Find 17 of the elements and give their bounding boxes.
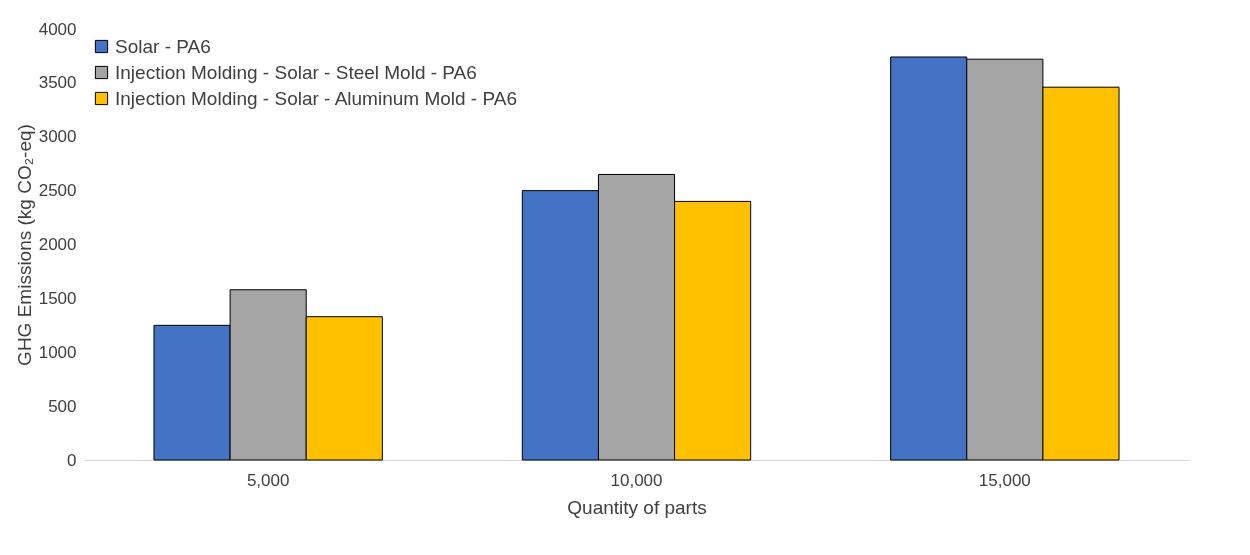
y-tick-label: 500 xyxy=(48,396,77,416)
y-tick-label: 3500 xyxy=(38,73,77,93)
y-tick-label: 3000 xyxy=(38,127,77,147)
y-tick-label: 2500 xyxy=(38,181,77,201)
y-tick-label: 2000 xyxy=(38,235,77,254)
y-axis-title: GHG Emissions (kg CO₂-eq) xyxy=(13,124,35,366)
x-tick-label: 10,000 xyxy=(610,470,663,490)
legend-label: Solar - PA6 xyxy=(115,35,211,57)
legend-label: Injection Molding - Solar - Steel Mold - PA6 xyxy=(115,61,477,83)
y-tick-label: 1000 xyxy=(38,342,77,362)
x-tick-label: 5,000 xyxy=(246,470,290,490)
x-axis-title: Quantity of parts xyxy=(567,496,707,518)
x-tick-label: 15,000 xyxy=(978,470,1031,490)
y-tick-label: 0 xyxy=(67,450,77,470)
y-tick-label: 4000 xyxy=(38,19,77,39)
legend-label: Injection Molding - Solar - Aluminum Mold - PA6 xyxy=(115,87,517,109)
y-tick-label: 1500 xyxy=(38,288,77,308)
